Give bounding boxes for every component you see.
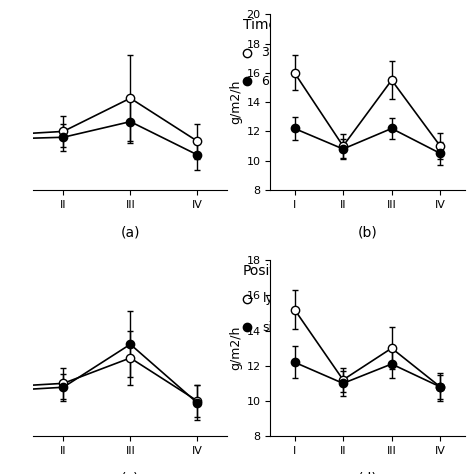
- X-axis label: (a): (a): [120, 225, 140, 239]
- Text: lying: lying: [263, 292, 293, 305]
- Y-axis label: g/m2/h: g/m2/h: [229, 326, 242, 370]
- X-axis label: (b): (b): [357, 225, 377, 239]
- Text: sitting: sitting: [263, 320, 301, 334]
- Y-axis label: g/m2/h: g/m2/h: [229, 80, 242, 124]
- X-axis label: (d): (d): [357, 471, 377, 474]
- Text: Position: Position: [243, 264, 297, 278]
- Text: 60 min: 60 min: [263, 74, 306, 88]
- X-axis label: (c): (c): [121, 471, 139, 474]
- Text: Time: Time: [243, 18, 277, 32]
- Text: 30 min: 30 min: [263, 46, 306, 59]
